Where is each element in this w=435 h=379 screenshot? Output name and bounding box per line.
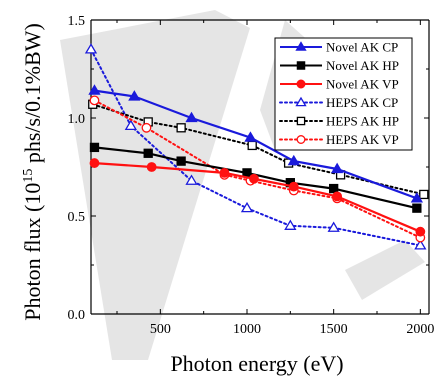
- legend-item-heps-ak-cp: HEPS AK CP: [279, 95, 398, 110]
- data-point: [185, 111, 198, 123]
- legend-marker: [296, 79, 306, 89]
- y-axis-title-tail: phs/s/0.1%BW): [20, 23, 45, 168]
- data-point: [414, 239, 427, 250]
- data-point: [146, 162, 157, 172]
- data-point: [128, 90, 141, 101]
- legend-label: HEPS AK VP: [326, 132, 399, 147]
- data-point: [419, 189, 429, 200]
- x-tick-label: 1500: [320, 322, 348, 337]
- y-axis-title-superscript: 15: [21, 169, 36, 183]
- plot-area: 0.0 0.5 1.0 1.5 500 1000 1500 2000: [68, 14, 435, 337]
- x-tick-label: 2000: [406, 322, 434, 337]
- legend-label: HEPS AK HP: [326, 114, 399, 129]
- y-tick-label: 1.5: [68, 14, 86, 29]
- data-point: [89, 142, 100, 153]
- legend-label: Novel AK CP: [326, 40, 398, 55]
- legend-marker: [296, 116, 306, 126]
- legend-marker: [295, 96, 307, 107]
- y-axis-title: Photon flux (1015 phs/s/0.1%BW): [20, 23, 45, 321]
- legend-item-heps-ak-hp: HEPS AK HP: [279, 114, 399, 129]
- data-point: [244, 131, 257, 142]
- data-point: [89, 158, 100, 168]
- data-point: [143, 148, 153, 158]
- y-axis-title-main: Photon flux (10: [20, 183, 45, 321]
- legend-item-heps-ak-vp: HEPS AK VP: [279, 132, 399, 147]
- data-point: [242, 168, 252, 178]
- legend-marker: [295, 41, 307, 51]
- legend-label: HEPS AK CP: [326, 95, 398, 110]
- legend-item-novel-ak-hp: Novel AK HP: [280, 58, 399, 73]
- series-heps-ak-cp: [84, 43, 427, 250]
- y-tick-label: 0.0: [68, 308, 86, 323]
- series-novel-ak-cp: [88, 84, 424, 203]
- data-point: [288, 181, 299, 192]
- data-point: [176, 123, 186, 133]
- legend-box: [274, 37, 413, 151]
- data-point: [219, 167, 230, 178]
- legend-label: Novel AK VP: [326, 77, 399, 92]
- data-point: [410, 192, 424, 203]
- data-point: [332, 191, 343, 202]
- data-point: [284, 219, 297, 230]
- data-point: [412, 203, 422, 213]
- legend-label: Novel AK HP: [326, 58, 399, 73]
- legend-item-novel-ak-vp: Novel AK VP: [280, 77, 399, 92]
- data-point: [141, 122, 152, 133]
- data-point: [240, 201, 254, 213]
- x-tick-label: 1000: [233, 322, 261, 337]
- data-point: [88, 84, 101, 95]
- legend-marker: [296, 135, 306, 144]
- data-point: [124, 119, 138, 130]
- y-tick-label: 1.0: [68, 112, 86, 127]
- data-point: [327, 221, 340, 232]
- data-point: [330, 162, 344, 174]
- data-point: [247, 140, 257, 151]
- data-point: [249, 173, 259, 184]
- legend-item-novel-ak-cp: Novel AK CP: [280, 40, 398, 55]
- legend: Novel AK CP Novel AK HP Novel AK VP HEPS AK…: [274, 37, 413, 151]
- data-point: [84, 43, 98, 54]
- y-tick-label: 0.5: [68, 210, 86, 225]
- data-point: [329, 183, 339, 194]
- data-point: [185, 174, 198, 185]
- legend-marker: [296, 61, 306, 70]
- data-point: [176, 156, 186, 166]
- data-point: [287, 154, 300, 166]
- x-tick-label: 500: [150, 322, 171, 337]
- data-point: [89, 95, 100, 106]
- data-point: [415, 226, 426, 237]
- series-novel-ak-vp: [89, 158, 426, 237]
- x-axis-title: Photon energy (eV): [170, 351, 343, 376]
